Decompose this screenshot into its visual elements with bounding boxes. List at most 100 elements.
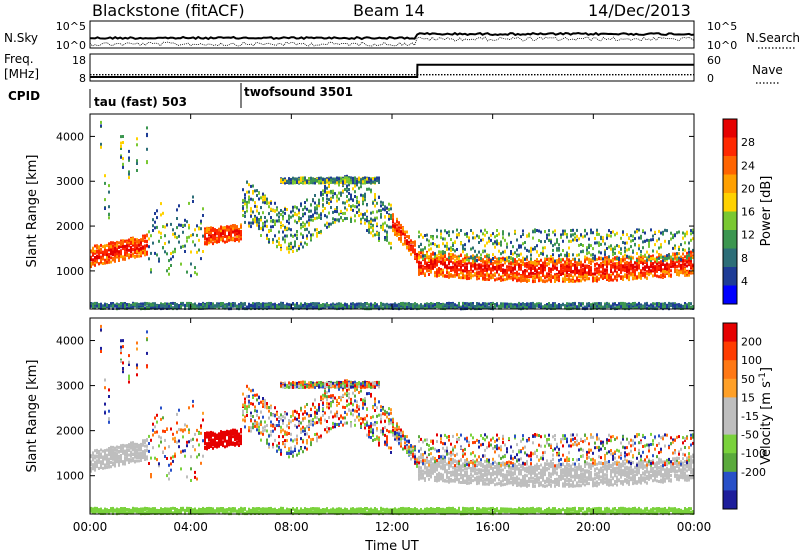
power-cell [380,200,382,204]
power-cell [302,221,304,225]
power-cell [272,305,274,309]
power-cell [304,212,306,216]
power-cell [306,198,308,202]
power-cell [132,241,134,245]
power-cell [446,231,448,235]
power-cell [462,305,464,308]
power-cell [188,235,190,239]
power-cell [92,303,94,307]
power-cell [498,264,500,268]
power-cell [350,205,352,209]
power-cell [436,235,438,239]
power-cell [362,197,364,201]
power-cell [436,257,438,261]
power-cell [322,203,324,207]
power-cell [122,242,124,246]
power-cell [358,180,360,184]
power-cell [166,252,168,256]
power-cell [550,260,552,264]
power-cell [128,253,130,257]
power-cell [468,236,470,240]
power-cell [600,251,602,255]
power-cell [620,264,622,268]
power-cell [230,236,232,240]
power-cell [388,304,390,308]
power-cell [236,229,238,233]
power-cell [128,306,130,310]
power-cell [320,213,322,217]
power-cell [172,228,174,232]
power-cell [364,198,366,202]
power-cell [300,180,302,184]
power-cell [504,238,506,242]
power-cell [374,218,376,222]
power-cell [106,256,108,260]
power-cell [366,229,368,232]
power-cell [610,273,612,277]
power-cell [614,256,616,260]
power-cell [634,265,636,269]
power-cell [140,252,142,256]
power-cell [538,229,540,233]
power-cell [144,250,146,254]
power-cell [524,241,526,244]
power-cell [222,232,224,236]
power-cell [582,250,584,254]
power-cell [276,304,278,307]
power-cell [484,244,486,248]
power-cell [590,273,592,277]
power-cell [606,274,608,278]
power-cell [498,257,500,261]
power-cell [418,256,420,260]
power-cell [490,238,492,242]
power-cell [330,199,332,203]
power-cell [632,270,634,274]
power-cell [474,265,476,269]
power-cell [122,165,124,169]
power-cell [204,233,206,237]
power-cell [492,265,494,269]
power-cell [246,203,248,206]
power-cell [128,172,130,176]
power-cell [104,198,106,202]
power-cell [568,246,570,250]
power-cell [394,222,396,226]
power-cell [200,303,202,306]
power-cell [566,261,568,265]
power-cell [238,305,240,308]
power-cell [94,256,96,260]
power-cell [288,179,290,183]
power-cell [448,274,450,278]
power-cell [512,272,514,276]
power-cell [134,241,136,245]
power-cell [370,231,372,235]
power-cell [440,229,442,233]
power-cell [526,274,528,278]
power-cell [242,305,244,309]
power-cell [324,214,326,218]
power-cell [168,306,170,310]
power-cell [490,276,492,280]
power-cell [514,260,516,264]
power-cell [198,304,200,308]
power-cell [466,265,468,269]
power-cell [472,259,474,263]
power-cell [590,306,592,310]
power-cell [350,181,352,185]
power-cell [132,302,134,306]
power-cell [478,276,480,280]
power-cell [530,302,532,306]
power-cell [464,232,466,236]
power-cell [162,304,164,308]
power-cell [606,278,608,281]
power-cell [270,219,272,223]
power-cell [170,222,172,226]
power-cell [398,221,400,225]
power-cell [418,230,420,234]
power-cell [468,261,470,265]
power-cell [548,258,550,262]
power-cell [336,206,338,209]
power-cell [286,219,288,223]
power-cell [210,230,212,234]
power-cell [556,248,558,252]
